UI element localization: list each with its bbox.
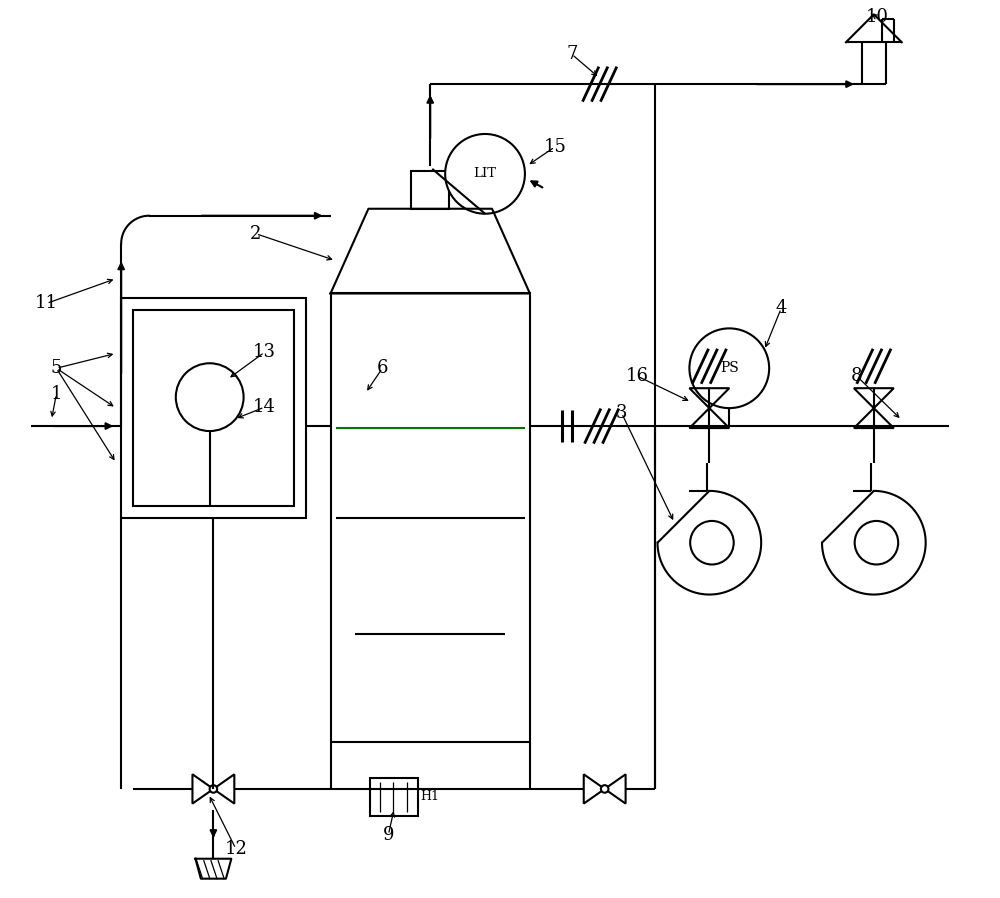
Text: 5: 5 — [51, 359, 62, 377]
Text: 14: 14 — [253, 398, 276, 416]
Text: 16: 16 — [626, 367, 649, 385]
Circle shape — [445, 134, 525, 214]
Text: 4: 4 — [775, 299, 787, 317]
Text: LIT: LIT — [474, 167, 497, 180]
Text: PS: PS — [720, 361, 739, 375]
Circle shape — [601, 785, 608, 793]
Text: 12: 12 — [224, 840, 247, 858]
Text: H1: H1 — [421, 790, 440, 804]
Text: 13: 13 — [253, 343, 276, 361]
Text: 8: 8 — [851, 367, 863, 385]
Circle shape — [210, 785, 217, 793]
Text: 2: 2 — [250, 224, 261, 242]
Bar — [331, 294, 530, 742]
Text: 6: 6 — [377, 359, 388, 377]
Bar — [370, 778, 418, 816]
Bar — [121, 298, 306, 518]
Text: 11: 11 — [35, 295, 58, 313]
Bar — [133, 311, 294, 506]
Text: 7: 7 — [566, 45, 577, 63]
Bar — [411, 171, 449, 208]
Text: 1: 1 — [51, 385, 62, 403]
Circle shape — [689, 329, 769, 408]
Text: 9: 9 — [383, 826, 394, 844]
Text: 10: 10 — [865, 8, 888, 26]
Text: 3: 3 — [616, 404, 627, 422]
Text: 15: 15 — [543, 138, 566, 156]
